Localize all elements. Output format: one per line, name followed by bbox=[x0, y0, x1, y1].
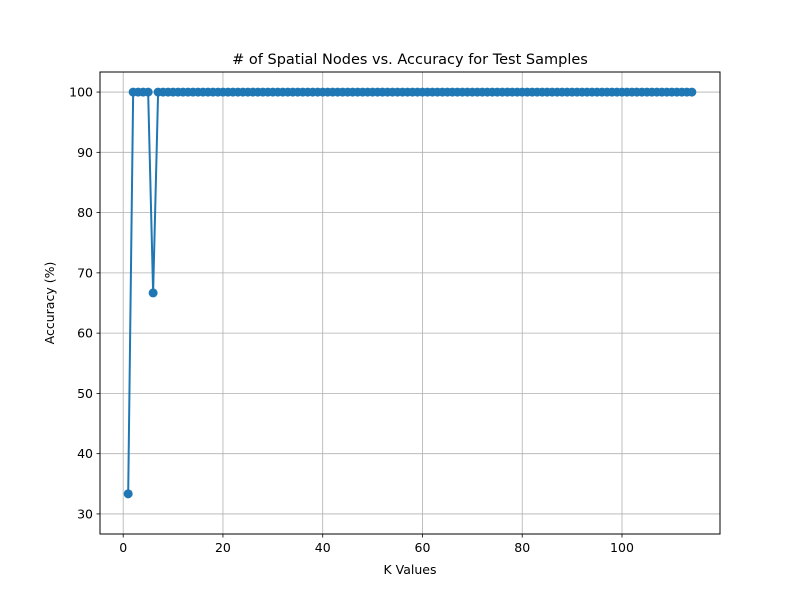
data-point bbox=[687, 87, 697, 97]
series-layer bbox=[123, 87, 697, 499]
x-axis-label: K Values bbox=[383, 562, 436, 577]
x-tick-label: 80 bbox=[514, 540, 530, 555]
data-point bbox=[123, 489, 133, 499]
chart-title: # of Spatial Nodes vs. Accuracy for Test… bbox=[232, 52, 588, 68]
y-tick-label: 40 bbox=[77, 446, 93, 461]
plot-frame bbox=[99, 71, 721, 535]
data-point bbox=[143, 87, 153, 97]
x-tick-label: 100 bbox=[610, 540, 634, 555]
y-tick-label: 70 bbox=[77, 265, 93, 280]
x-tick-label: 20 bbox=[215, 540, 231, 555]
data-point bbox=[148, 288, 158, 298]
y-tick-label: 100 bbox=[69, 85, 93, 100]
y-tick-label: 80 bbox=[77, 205, 93, 220]
x-tick-label: 40 bbox=[315, 540, 331, 555]
y-tick-label: 60 bbox=[77, 326, 93, 341]
x-tick-label: 60 bbox=[415, 540, 431, 555]
y-tick-label: 90 bbox=[77, 145, 93, 160]
y-tick-label: 30 bbox=[77, 506, 93, 521]
y-tick-label: 50 bbox=[77, 386, 93, 401]
y-axis-label: Accuracy (%) bbox=[42, 262, 57, 345]
x-tick-label: 0 bbox=[119, 540, 127, 555]
ticks: 0 20 40 60 80 100 30 40 50 60 70 80 90 100 bbox=[69, 85, 634, 555]
